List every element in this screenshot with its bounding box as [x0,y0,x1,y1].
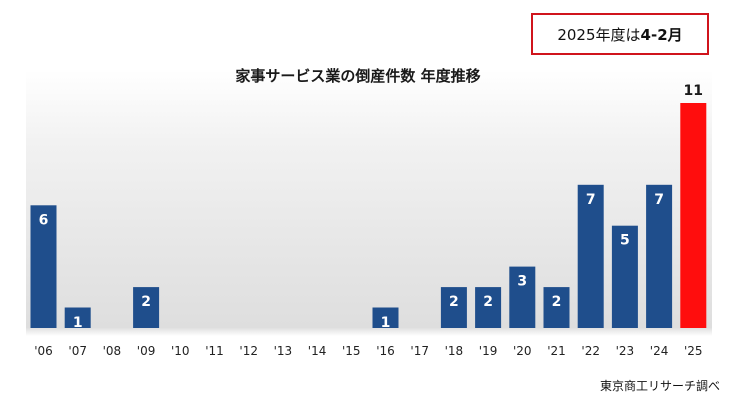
period-note-box: 2025年度は 4-2月 [531,13,709,55]
bar-25 [680,103,707,328]
x-tick-06: '06 [34,344,53,358]
bar-07 [64,307,91,328]
x-tick-19: '19 [479,344,498,358]
value-labels-group: 6 1 2 1 2 2 3 2 7 5 7 11 [39,83,703,331]
value-label-24: 7 [654,192,664,208]
period-note-emphasis: 4-2月 [640,25,683,44]
x-tick-10: '10 [171,344,190,358]
x-tick-13: '13 [274,344,293,358]
bar-19 [475,287,502,328]
x-tick-23: '23 [616,344,635,358]
value-label-20: 3 [517,274,527,290]
value-label-22: 7 [586,192,596,208]
x-tick-15: '15 [342,344,361,358]
x-tick-12: '12 [239,344,258,358]
plot-floor [26,328,712,336]
x-tick-08: '08 [103,344,122,358]
chart-title: 家事サービス業の倒産件数 年度推移 [235,67,480,85]
value-label-21: 2 [552,294,562,310]
x-tick-22: '22 [581,344,600,358]
value-label-09: 2 [141,294,151,310]
value-label-19: 2 [483,294,493,310]
bar-23 [611,225,638,328]
x-tick-21: '21 [547,344,566,358]
x-tick-07: '07 [68,344,87,358]
x-tick-14: '14 [308,344,327,358]
value-label-16: 1 [381,315,391,331]
tick-labels-group: '06 '07 '08 '09 '10 '11 '12 '13 '14 '15 '16 '17 '18 '… [34,344,702,358]
value-label-23: 5 [620,233,630,249]
value-label-25: 11 [684,83,703,99]
bar-16 [372,307,399,328]
bar-18 [440,287,467,328]
x-tick-16: '16 [376,344,395,358]
source-credit: 東京商工リサーチ調べ [599,379,720,393]
x-tick-25: '25 [684,344,703,358]
bar-09 [133,287,160,328]
period-note-prefix: 2025年度は [557,25,641,44]
value-label-07: 1 [73,315,83,331]
value-label-06: 6 [39,212,49,228]
bar-24 [646,184,673,328]
bars-group [30,103,707,328]
x-tick-20: '20 [513,344,532,358]
x-tick-17: '17 [410,344,429,358]
x-tick-09: '09 [137,344,156,358]
bar-22 [577,184,604,328]
value-label-18: 2 [449,294,459,310]
x-tick-11: '11 [205,344,224,358]
bar-21 [543,287,570,328]
bar-06 [30,205,57,328]
x-tick-18: '18 [445,344,464,358]
plot-background [26,70,712,328]
x-tick-24: '24 [650,344,669,358]
bar-20 [509,266,536,328]
